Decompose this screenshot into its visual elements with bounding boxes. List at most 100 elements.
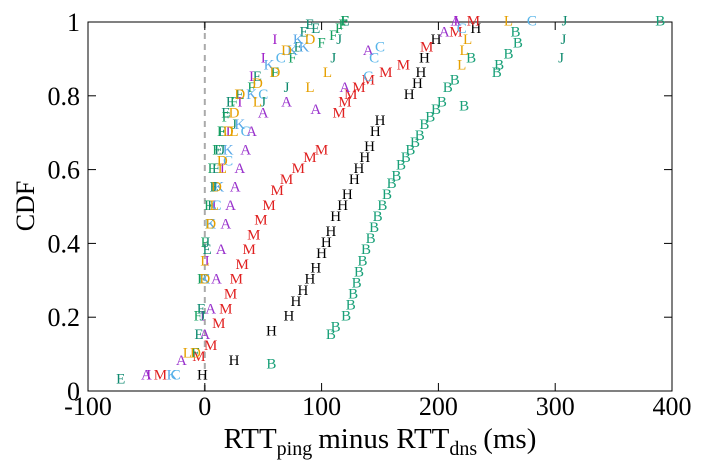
point-marker: B: [361, 242, 371, 258]
point-marker: K: [213, 179, 224, 195]
point-marker: M: [292, 161, 305, 177]
point-marker: F: [335, 21, 343, 37]
point-marker: E: [203, 242, 212, 258]
point-marker: D: [217, 154, 228, 170]
point-marker: L: [460, 43, 469, 59]
point-marker: I: [453, 13, 458, 29]
point-marker: M: [236, 257, 249, 273]
point-marker: H: [310, 261, 321, 277]
point-marker: M: [230, 272, 243, 288]
x-tick-label: 300: [536, 392, 575, 421]
point-marker: K: [199, 272, 210, 288]
point-marker: M: [280, 172, 293, 188]
point-marker: C: [369, 50, 379, 66]
point-marker: F: [212, 143, 220, 159]
point-marker: C: [171, 368, 181, 384]
point-marker: K: [293, 32, 304, 48]
point-marker: E: [294, 39, 303, 55]
point-marker: C: [258, 87, 268, 103]
point-marker: J: [260, 95, 266, 111]
point-marker: D: [199, 272, 210, 288]
point-marker: I: [237, 95, 242, 111]
point-marker: A: [230, 179, 241, 195]
point-marker: E: [235, 87, 244, 103]
point-marker: M: [379, 65, 392, 81]
point-marker: F: [341, 13, 349, 29]
point-marker: L: [183, 346, 192, 362]
point-marker: H: [370, 124, 381, 140]
point-marker: B: [419, 117, 429, 133]
point-marker: M: [420, 39, 433, 55]
point-marker: L: [323, 65, 332, 81]
point-marker: A: [199, 327, 210, 343]
point-marker: M: [303, 150, 316, 166]
plot-frame: [87, 21, 673, 392]
point-marker: I: [200, 309, 205, 325]
point-marker: J: [200, 309, 206, 325]
point-marker: C: [457, 21, 467, 37]
point-marker: F: [204, 198, 212, 214]
point-marker: D: [304, 32, 315, 48]
point-marker: B: [331, 320, 341, 336]
point-marker: E: [253, 69, 262, 85]
point-marker: M: [449, 25, 462, 41]
point-marker: M: [338, 95, 351, 111]
point-marker: B: [655, 13, 665, 29]
point-marker: B: [341, 309, 351, 325]
point-marker: K: [223, 143, 234, 159]
point-marker: A: [225, 198, 236, 214]
x-tick-label: 100: [302, 392, 341, 421]
point-marker: J: [284, 80, 290, 96]
point-marker: I: [249, 69, 254, 85]
point-marker: D: [190, 346, 201, 362]
point-marker: E: [221, 106, 230, 122]
y-tick-label: 0: [67, 377, 80, 406]
point-marker: H: [431, 32, 442, 48]
point-marker: H: [359, 150, 370, 166]
point-marker: D: [205, 216, 216, 232]
x-tick-label: -100: [64, 392, 112, 421]
point-marker: H: [229, 353, 240, 369]
point-marker: M: [332, 106, 345, 122]
point-marker: D: [281, 43, 292, 59]
point-marker: C: [375, 39, 385, 55]
point-marker: A: [216, 242, 227, 258]
point-marker: L: [457, 58, 466, 74]
point-marker: E: [212, 161, 221, 177]
point-marker: B: [366, 231, 376, 247]
point-marker: I: [146, 368, 151, 384]
point-marker: E: [207, 198, 216, 214]
point-marker: F: [329, 28, 337, 44]
point-marker: H: [470, 21, 481, 37]
point-marker: H: [297, 283, 308, 299]
point-marker: H: [330, 209, 341, 225]
point-marker: F: [197, 272, 205, 288]
point-marker: I: [272, 32, 277, 48]
point-marker: L: [218, 161, 227, 177]
point-marker: B: [357, 253, 367, 269]
point-marker: A: [176, 353, 187, 369]
point-marker: B: [405, 143, 415, 159]
point-marker: B: [373, 209, 383, 225]
point-marker: B: [503, 47, 513, 63]
point-marker: F: [217, 124, 225, 140]
point-marker: L: [253, 95, 262, 111]
point-marker: A: [240, 143, 251, 159]
point-marker: H: [419, 50, 430, 66]
point-marker: M: [271, 183, 284, 199]
point-marker: H: [349, 172, 360, 188]
point-marker: E: [299, 25, 308, 41]
point-marker: B: [466, 50, 476, 66]
point-marker: L: [229, 124, 238, 140]
point-marker: A: [234, 161, 245, 177]
point-marker: A: [363, 43, 374, 59]
point-marker: B: [450, 72, 460, 88]
point-marker: K: [246, 87, 257, 103]
point-marker: A: [220, 216, 231, 232]
point-marker: M: [212, 316, 225, 332]
point-marker: J: [231, 117, 237, 133]
x-label-part: (ms): [483, 423, 536, 455]
point-marker: C: [276, 50, 286, 66]
point-marker: F: [317, 36, 325, 52]
